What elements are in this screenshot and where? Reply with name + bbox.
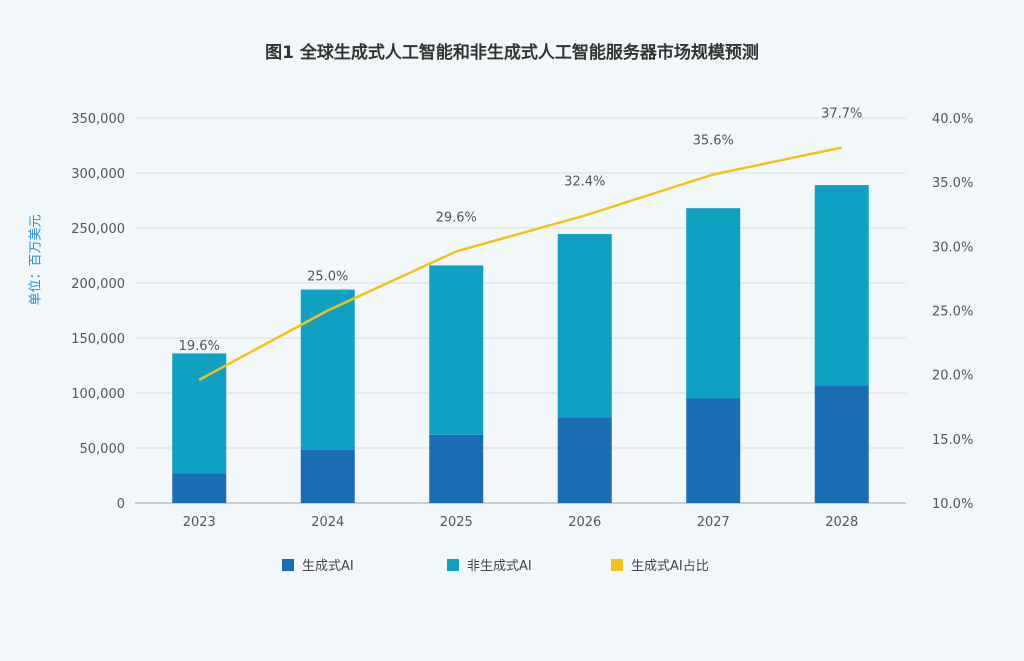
bar-genai — [300, 449, 355, 503]
y2-tick-label: 25.0% — [932, 305, 973, 320]
y-tick-label: 50,000 — [80, 442, 126, 457]
share-data-label: 25.0% — [307, 270, 348, 285]
x-tick-label: 2023 — [183, 515, 216, 530]
y2-tick-label: 40.0% — [932, 112, 973, 127]
share-data-label: 32.4% — [564, 175, 605, 190]
y2-tick-label: 20.0% — [932, 369, 973, 384]
bar-nongenai — [557, 234, 612, 418]
legend-item-genai: 生成式AI — [282, 555, 354, 574]
y2-tick-label: 10.0% — [932, 497, 973, 512]
bars-layer — [172, 185, 869, 503]
y-tick-label: 350,000 — [71, 112, 125, 127]
share-line — [198, 146, 843, 381]
legend-label-nongenai: 非生成式AI — [467, 559, 532, 574]
bar-genai — [429, 434, 484, 503]
legend-swatch-nongenai — [447, 558, 459, 571]
y-tick-label: 300,000 — [71, 167, 125, 182]
y-tick-label: 150,000 — [71, 332, 125, 347]
y2-tick-label: 30.0% — [932, 240, 973, 255]
ticks-layer: 0 50,000 100,000 150,000 200,000 250,000 300,0… — [71, 112, 973, 530]
share-data-label: 37.7% — [821, 107, 862, 122]
legend-swatch-share — [611, 558, 623, 571]
y-tick-label: 100,000 — [71, 387, 125, 402]
bar-nongenai — [172, 353, 227, 474]
x-tick-label: 2027 — [697, 515, 730, 530]
bar-nongenai — [300, 289, 355, 450]
x-tick-label: 2026 — [568, 515, 601, 530]
x-tick-label: 2025 — [440, 515, 473, 530]
line-layer: 19.6% 25.0% 29.6% 32.4% 35.6% 37.7% — [179, 107, 862, 381]
legend-swatch-genai — [282, 558, 294, 571]
y-tick-label: 200,000 — [71, 277, 125, 292]
bar-nongenai — [814, 185, 869, 386]
y2-tick-label: 15.0% — [932, 433, 973, 448]
legend-item-share: 生成式AI占比 — [611, 555, 709, 574]
y-tick-label: 250,000 — [71, 222, 125, 237]
x-tick-label: 2028 — [825, 515, 858, 530]
bar-nongenai — [429, 265, 484, 435]
y2-tick-label: 35.0% — [932, 176, 973, 191]
grid-layer — [135, 117, 906, 504]
share-data-label: 35.6% — [693, 133, 734, 148]
legend-item-nongenai: 非生成式AI — [447, 555, 532, 574]
bar-genai — [557, 417, 612, 503]
chart-title: 图1 全球生成式人工智能和非生成式人工智能服务器市场规模预测 — [265, 43, 759, 63]
bar-genai — [814, 385, 869, 503]
bar-genai — [172, 473, 227, 503]
x-tick-label: 2024 — [311, 515, 344, 530]
share-data-label: 19.6% — [179, 339, 220, 354]
bar-genai — [686, 398, 741, 503]
share-data-label: 29.6% — [436, 210, 477, 225]
y-tick-label: 0 — [117, 497, 125, 512]
legend-label-share: 生成式AI占比 — [631, 559, 709, 574]
bar-nongenai — [686, 208, 741, 399]
legend-label-genai: 生成式AI — [302, 559, 354, 574]
legend: 生成式AI 非生成式AI 生成式AI占比 — [0, 555, 1024, 575]
